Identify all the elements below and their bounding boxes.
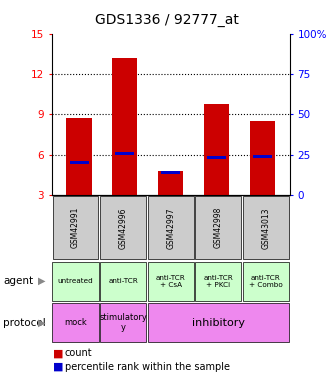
Text: stimulatory
y: stimulatory y <box>99 313 147 332</box>
Bar <box>112 58 138 195</box>
Bar <box>100 196 146 260</box>
Bar <box>250 121 275 195</box>
Text: percentile rank within the sample: percentile rank within the sample <box>65 362 230 372</box>
Text: untreated: untreated <box>58 278 93 284</box>
Text: ■: ■ <box>53 362 64 372</box>
Bar <box>53 196 98 260</box>
Bar <box>52 262 99 301</box>
Text: mock: mock <box>64 318 87 327</box>
Bar <box>116 152 134 155</box>
Bar <box>243 262 289 301</box>
Bar <box>100 303 146 342</box>
Bar <box>52 303 99 342</box>
Text: GSM42998: GSM42998 <box>214 207 223 249</box>
Text: GSM42997: GSM42997 <box>166 207 175 249</box>
Bar <box>253 154 272 158</box>
Bar <box>161 171 180 174</box>
Text: GSM42991: GSM42991 <box>71 207 80 249</box>
Bar <box>100 262 146 301</box>
Text: anti-TCR
+ Combo: anti-TCR + Combo <box>249 275 283 288</box>
Text: agent: agent <box>3 276 33 286</box>
Bar <box>148 196 193 260</box>
Text: ▶: ▶ <box>38 276 45 286</box>
Bar <box>148 303 289 342</box>
Bar <box>195 262 241 301</box>
Bar <box>207 156 226 159</box>
Bar <box>67 118 92 195</box>
Text: anti-TCR
+ PKCi: anti-TCR + PKCi <box>203 275 233 288</box>
Text: ▶: ▶ <box>38 318 45 327</box>
Text: GDS1336 / 92777_at: GDS1336 / 92777_at <box>95 13 238 27</box>
Bar <box>195 196 241 260</box>
Text: anti-TCR: anti-TCR <box>108 278 138 284</box>
Bar <box>148 262 194 301</box>
Bar <box>158 171 183 195</box>
Text: count: count <box>65 348 93 358</box>
Bar <box>70 161 89 164</box>
Text: inhibitory: inhibitory <box>192 318 245 327</box>
Text: protocol: protocol <box>3 318 46 327</box>
Text: GSM42996: GSM42996 <box>119 207 128 249</box>
Text: GSM43013: GSM43013 <box>261 207 270 249</box>
Bar <box>204 104 229 195</box>
Text: ■: ■ <box>53 348 64 358</box>
Bar <box>243 196 289 260</box>
Text: anti-TCR
+ CsA: anti-TCR + CsA <box>156 275 185 288</box>
